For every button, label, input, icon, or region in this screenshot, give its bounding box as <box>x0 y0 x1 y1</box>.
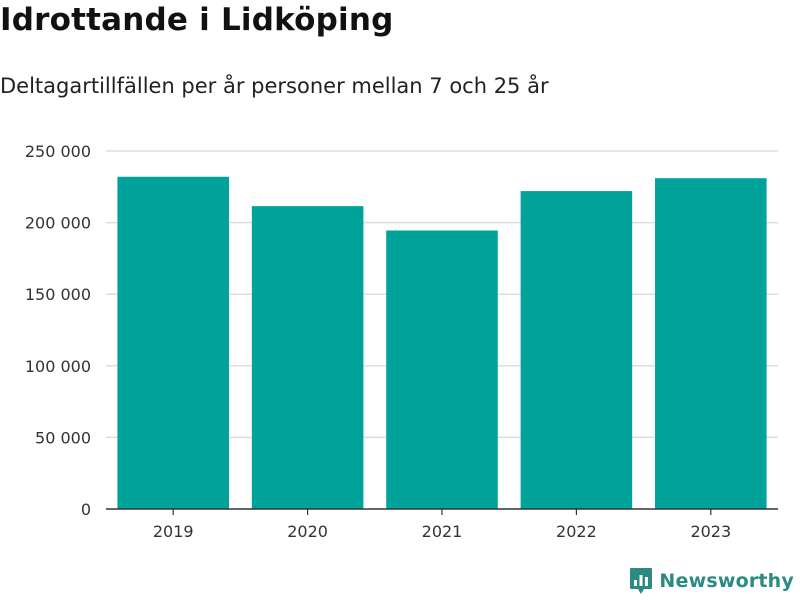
brand-name: Newsworthy <box>659 570 794 592</box>
newsworthy-logo-icon <box>630 568 653 594</box>
chart-title: Idrottande i Lidköping <box>0 2 394 38</box>
y-tick-label: 150 000 <box>25 285 91 304</box>
y-tick-label: 100 000 <box>25 357 91 376</box>
chart-subtitle: Deltagartillfällen per år personer mella… <box>0 74 549 98</box>
y-tick-label: 0 <box>81 500 91 519</box>
bar <box>117 176 229 509</box>
y-tick-label: 50 000 <box>35 428 91 447</box>
y-tick-label: 250 000 <box>25 142 91 161</box>
bar <box>386 230 498 509</box>
bar <box>520 191 633 509</box>
x-tick-label: 2020 <box>287 522 328 541</box>
x-tick-label: 2019 <box>153 522 194 541</box>
x-tick-label: 2022 <box>556 522 597 541</box>
bar <box>655 178 767 509</box>
y-tick-label: 200 000 <box>25 214 91 233</box>
x-tick-label: 2021 <box>422 522 463 541</box>
branding: Newsworthy <box>629 566 794 596</box>
x-tick-label: 2023 <box>690 522 731 541</box>
bar <box>251 206 364 509</box>
